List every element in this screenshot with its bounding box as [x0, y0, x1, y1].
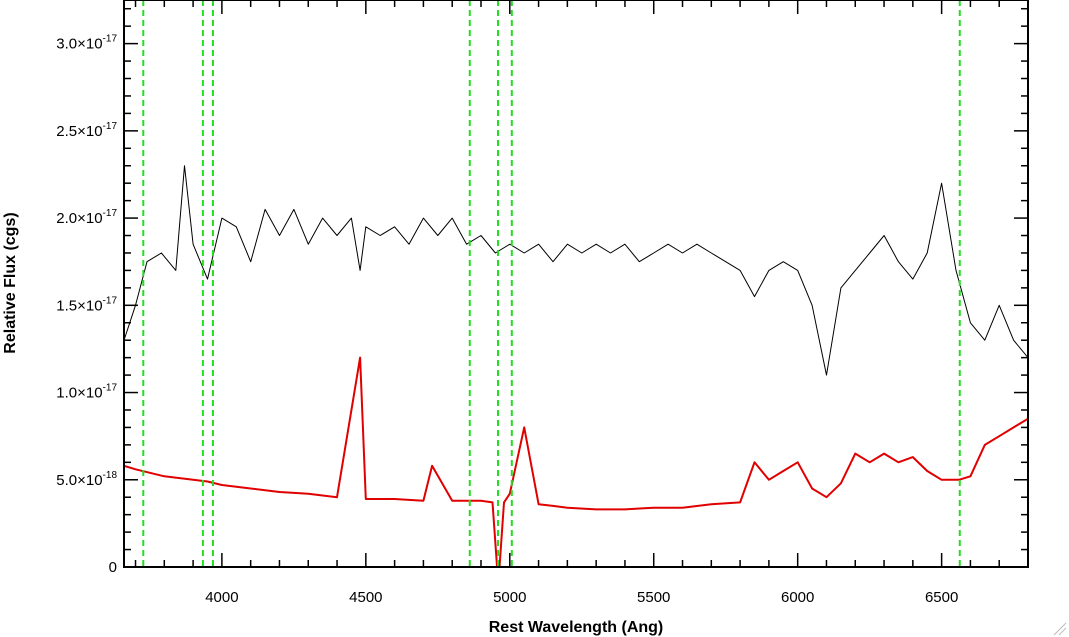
reference-lines: [142, 0, 961, 567]
y-tick-label: 2.5×10-17: [56, 121, 117, 140]
y-axis-ticks: 0 5.0×10-18 1.0×10-17 1.5×10-17 2.0×10-17 2.5…: [56, 7, 1028, 576]
x-tick-label: 4000: [205, 589, 238, 606]
x-tick-label: 5500: [637, 589, 670, 606]
x-tick-label: 5000: [493, 589, 526, 606]
y-tick-label: 3.0×10-17: [56, 34, 117, 53]
x-axis-label: Rest Wavelength (Ang): [489, 619, 664, 636]
y-tick-label: 1.5×10-17: [56, 295, 117, 314]
y-axis-label: Relative Flux (cgs): [2, 212, 19, 353]
y-tick-label: 5.0×10-18: [56, 470, 117, 489]
x-axis-ticks: 4000 4500 5000 5500 6000 6500: [134, 0, 1029, 606]
x-tick-label: 6500: [925, 589, 958, 606]
series-layer: [124, 165, 1028, 567]
y-tick-label: 0: [109, 559, 117, 576]
resize-grip-icon[interactable]: [1053, 622, 1067, 636]
x-tick-label: 4500: [349, 589, 382, 606]
x-tick-label: 6000: [781, 589, 814, 606]
series-line-observed: [124, 165, 1028, 376]
plot-frame: [123, 0, 1029, 568]
series-line-error: [124, 356, 1028, 567]
y-tick-label: 2.0×10-17: [56, 208, 117, 227]
y-tick-label: 1.0×10-17: [56, 383, 117, 402]
